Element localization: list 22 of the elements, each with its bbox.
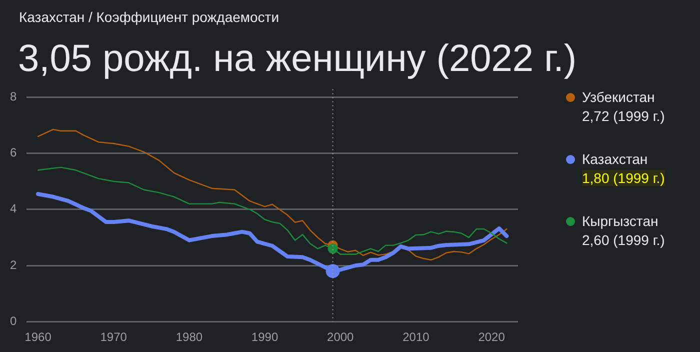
x-tick-label: 2020 <box>478 330 506 344</box>
text: 2,72 (1999 г.) <box>582 108 665 124</box>
x-tick-label: 1980 <box>176 330 203 344</box>
legend-label: Кыргызстан <box>582 212 660 231</box>
legend-label: Узбекистан <box>582 88 656 107</box>
y-tick-label: 6 <box>10 146 17 160</box>
y-tick-label: 4 <box>10 202 17 216</box>
x-tick-label: 1990 <box>251 330 278 344</box>
point <box>326 264 340 278</box>
x-tick-label: 1970 <box>100 330 128 344</box>
chart-subtitle: Казахстан / Коэффициент рождаемости <box>19 9 280 25</box>
legend-label: Казахстан <box>582 150 649 169</box>
y-tick-label: 2 <box>10 258 17 272</box>
y-tick-label: 0 <box>10 314 17 328</box>
y-tick-label: 8 <box>10 90 17 104</box>
point <box>328 244 338 254</box>
x-tick-label: 2010 <box>402 330 430 344</box>
text: 2,60 (1999 г.) <box>582 232 665 248</box>
text: 1,80 (1999 г.) <box>582 170 665 186</box>
x-tick-label: 2000 <box>327 330 354 344</box>
chart-title: 3,05 рожд. на женщину (2022 г.) <box>18 38 576 81</box>
x-tick-label: 1960 <box>24 330 52 344</box>
